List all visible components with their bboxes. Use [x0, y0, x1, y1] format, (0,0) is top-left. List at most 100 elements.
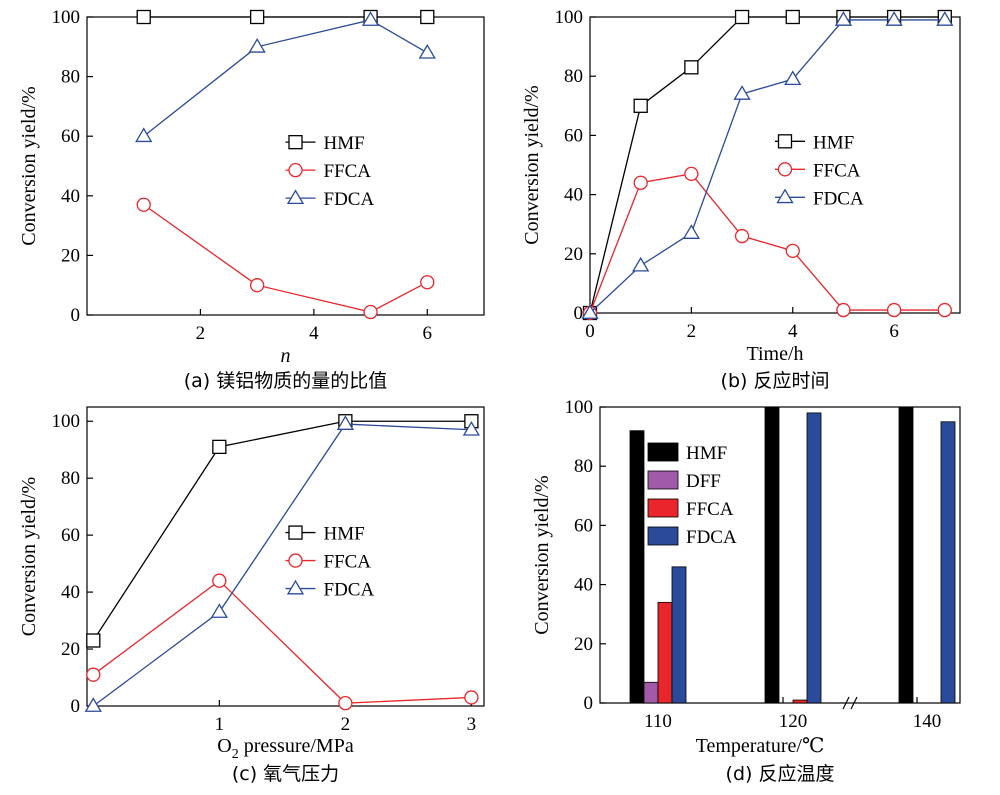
legend: HMF DFF FFCA FDCA [647, 442, 737, 548]
data-point [464, 690, 479, 705]
x-tick-label: 4 [309, 323, 319, 344]
data-point [684, 60, 699, 75]
series-line [143, 19, 428, 137]
data-point [248, 38, 266, 53]
legend-label: FFCA [686, 499, 734, 520]
data-point [249, 278, 265, 293]
x-axis-label-rest: pressure/MPa [239, 735, 354, 757]
chart-caption: (c) 氧气压力 [232, 763, 339, 785]
plot-frame [599, 406, 961, 704]
y-axis-label: Conversion yield/% [521, 85, 543, 244]
x-tick-label: 4 [788, 321, 798, 342]
chart-caption: (d) 反应温度 [726, 763, 835, 785]
data-point [936, 11, 954, 26]
data-point [420, 9, 435, 25]
series-hmf [136, 9, 435, 25]
x-tick-label: 140 [913, 711, 942, 732]
chart-a: 0 20 40 60 80 100 Conversion yield/% (a) 镁铝物质的量… [18, 7, 485, 392]
series-hmf [629, 406, 914, 704]
bar [657, 601, 673, 704]
bar [671, 566, 687, 704]
series-ffca [136, 197, 435, 320]
data-point [733, 85, 751, 100]
x-tick-label: 2 [687, 321, 697, 342]
data-point [632, 256, 650, 272]
data-point [210, 603, 228, 618]
y-tick-label: 100 [52, 411, 81, 432]
y-tick-label: 20 [574, 634, 593, 655]
bar [898, 406, 914, 704]
x-axis-label-sub: 2 [232, 747, 239, 762]
data-point [336, 415, 355, 430]
legend-label: HMF [324, 524, 365, 545]
data-point [420, 275, 435, 290]
legend-label: HMF [324, 133, 365, 154]
y-tick-label: 0 [71, 305, 81, 326]
y-tick-label: 80 [564, 66, 583, 87]
legend-label: FFCA [324, 161, 372, 182]
data-point [86, 667, 101, 682]
series-line [92, 579, 472, 704]
data-point [734, 9, 750, 25]
legend-label: HMF [686, 443, 727, 464]
legend-marker [776, 188, 794, 204]
y-tick-label: 0 [584, 693, 594, 714]
series-hmf [86, 414, 479, 648]
legend-marker [777, 162, 793, 177]
series-fdca [135, 11, 436, 143]
bar [764, 406, 780, 704]
series-line [589, 173, 945, 314]
legend: HMF FFCA FDCA [285, 524, 374, 601]
legend-swatch [647, 526, 679, 546]
y-tick-label: 20 [564, 244, 583, 265]
legend-marker [288, 135, 303, 150]
bar [643, 681, 659, 704]
series-fdca [84, 415, 481, 712]
data-point [212, 573, 227, 588]
legend-marker [777, 134, 793, 149]
bar [806, 412, 822, 704]
data-point [633, 98, 648, 113]
data-point [249, 9, 265, 25]
data-point [834, 11, 853, 26]
data-point [136, 9, 151, 25]
series-fdca [671, 412, 956, 704]
y-tick-label: 60 [564, 125, 583, 146]
y-tick-label: 0 [574, 303, 584, 324]
bar [940, 421, 956, 704]
x-axis-label: O2 pressure/MPa [217, 735, 354, 762]
data-point [785, 9, 800, 25]
bar [629, 430, 645, 704]
legend-marker [288, 525, 303, 540]
axis-break-mark [842, 696, 850, 710]
data-point [784, 70, 802, 86]
series-ffca [86, 573, 479, 711]
data-point [338, 696, 353, 711]
axis-break-mark [850, 696, 858, 710]
legend-label: FDCA [686, 527, 737, 548]
legend-label: DFF [686, 471, 721, 492]
y-tick-label: 60 [574, 515, 593, 536]
y-tick-label: 80 [61, 468, 80, 489]
legend-swatch [647, 442, 679, 462]
legend-swatch [647, 498, 679, 518]
data-point [937, 302, 952, 318]
data-point [684, 166, 699, 182]
data-point [885, 11, 903, 26]
data-point [361, 11, 380, 26]
y-tick-label: 60 [61, 525, 80, 546]
series-line [589, 16, 945, 314]
chart-caption: (a) 镁铝物质的量的比值 [184, 370, 388, 392]
y-tick-label: 80 [574, 456, 593, 477]
y-tick-label: 60 [61, 126, 80, 147]
data-point [462, 420, 481, 436]
legend-label: HMF [813, 132, 854, 153]
data-point [581, 304, 599, 319]
series-dff [643, 681, 659, 704]
y-tick-label: 0 [71, 696, 81, 717]
x-axis-label: Temperature/℃ [696, 735, 825, 757]
y-axis-label: Conversion yield/% [18, 86, 40, 245]
legend-label: FDCA [324, 189, 375, 210]
x-axis-label: Time/h [746, 343, 803, 365]
legend-label: FFCA [324, 552, 372, 573]
